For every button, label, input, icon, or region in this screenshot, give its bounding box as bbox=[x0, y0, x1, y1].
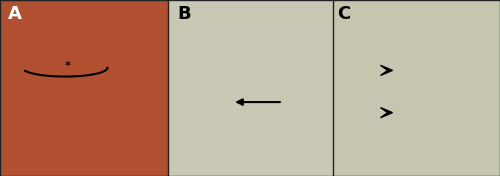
Bar bbox=[168, 0, 332, 176]
Bar bbox=[332, 0, 500, 176]
Text: *: * bbox=[64, 61, 70, 71]
Bar bbox=[0, 0, 168, 176]
Polygon shape bbox=[380, 65, 392, 76]
Polygon shape bbox=[380, 108, 392, 118]
Text: B: B bbox=[178, 5, 191, 23]
Text: A: A bbox=[8, 5, 22, 23]
Text: C: C bbox=[338, 5, 351, 23]
